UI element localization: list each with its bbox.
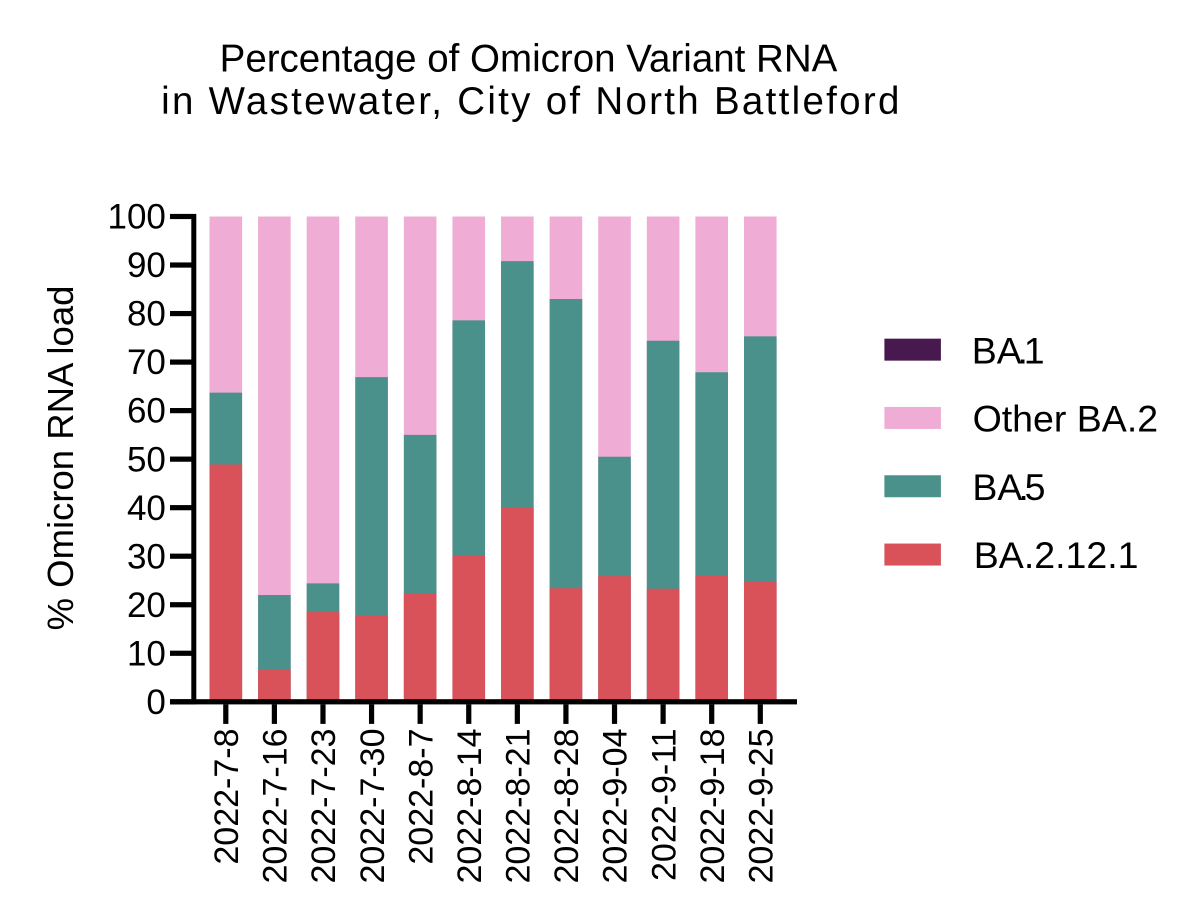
svg-text:Other BA.2: Other BA.2 xyxy=(973,398,1159,440)
svg-text:2022-8-14: 2022-8-14 xyxy=(451,729,489,884)
svg-text:2022-7-16: 2022-7-16 xyxy=(257,729,295,884)
svg-text:2022-9-11: 2022-9-11 xyxy=(645,729,683,882)
svg-text:2022-7-30: 2022-7-30 xyxy=(354,729,392,884)
svg-text:10: 10 xyxy=(127,634,166,673)
svg-text:BA.5: BA.5 xyxy=(972,466,1045,508)
svg-text:2022-7-8: 2022-7-8 xyxy=(208,729,246,865)
svg-text:50: 50 xyxy=(127,440,166,479)
svg-text:Percentage of Omicron Variant: Percentage of Omicron Variant RNA xyxy=(220,38,838,81)
svg-text:% Omicron RNA load: % Omicron RNA load xyxy=(40,286,81,631)
svg-text:60: 60 xyxy=(127,392,166,431)
svg-text:2022-9-04: 2022-9-04 xyxy=(597,729,635,884)
svg-text:BA.2.12.1: BA.2.12.1 xyxy=(974,534,1139,576)
svg-text:in Wastewater, City of North B: in Wastewater, City of North Battleford xyxy=(161,80,902,123)
svg-text:2022-9-25: 2022-9-25 xyxy=(742,729,780,884)
svg-text:2022-8-7: 2022-8-7 xyxy=(402,729,440,865)
svg-text:40: 40 xyxy=(127,489,166,528)
svg-text:100: 100 xyxy=(107,198,165,237)
svg-text:70: 70 xyxy=(127,343,166,382)
svg-text:20: 20 xyxy=(127,586,166,625)
svg-text:0: 0 xyxy=(146,683,165,722)
svg-text:2022-9-18: 2022-9-18 xyxy=(694,729,732,884)
svg-text:80: 80 xyxy=(127,295,166,334)
svg-text:30: 30 xyxy=(127,537,166,576)
svg-text:2022-8-28: 2022-8-28 xyxy=(548,729,586,884)
svg-text:2022-7-23: 2022-7-23 xyxy=(305,729,343,884)
svg-text:90: 90 xyxy=(127,246,166,285)
svg-text:BA.1: BA.1 xyxy=(972,329,1045,371)
svg-text:2022-8-21: 2022-8-21 xyxy=(500,729,538,884)
